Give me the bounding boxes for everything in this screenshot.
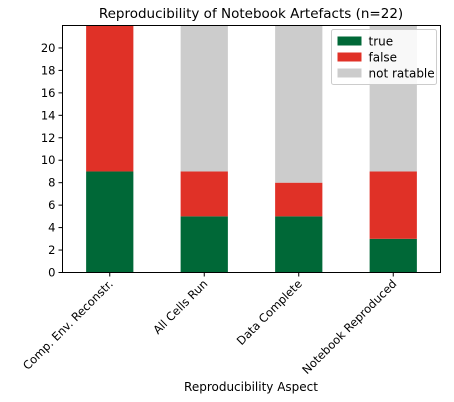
- y-tick-label: 10: [41, 153, 56, 167]
- bar-not-ratable-3: [275, 25, 323, 183]
- legend: true false not ratable: [331, 29, 437, 85]
- y-tick-label: 4: [48, 221, 55, 235]
- bar-true-3: [275, 216, 323, 273]
- legend-label: true: [369, 35, 394, 49]
- x-axis: Comp. Env. Reconstr. All Cells Run Data Co…: [20, 272, 399, 377]
- plot-frame: [62, 25, 441, 273]
- y-tick-label: 8: [48, 176, 55, 190]
- x-tick-label: Data Complete: [234, 277, 305, 348]
- bar-true-4: [369, 238, 417, 273]
- legend-swatch-true: [337, 36, 362, 46]
- y-tick-label: 14: [41, 108, 56, 122]
- y-tick-label: 20: [41, 41, 56, 55]
- bar-false-3: [275, 182, 323, 217]
- y-axis: 0 2 4 6 8 10 12 14 16 18 20: [41, 41, 63, 280]
- bar-true-1: [86, 171, 134, 273]
- x-tick-label: Comp. Env. Reconstr.: [20, 277, 116, 373]
- chart-title: Reproducibility of Notebook Artefacts (n…: [99, 6, 403, 22]
- y-tick-label: 0: [48, 266, 55, 280]
- y-tick-label: 2: [48, 243, 55, 257]
- legend-swatch-not-ratable: [337, 68, 362, 78]
- y-tick-label: 18: [41, 63, 56, 77]
- bar-true-2: [180, 216, 228, 273]
- x-tick-label: All Cells Run: [150, 277, 210, 337]
- y-tick-label: 6: [48, 198, 55, 212]
- x-tick-label: Notebook Reproduced: [299, 277, 399, 377]
- legend-label: not ratable: [369, 67, 435, 81]
- bar-false-4: [369, 171, 417, 239]
- bar-false-2: [180, 171, 228, 217]
- x-axis-title: Reproducibility Aspect: [184, 380, 318, 394]
- bar-not-ratable-2: [180, 25, 228, 172]
- y-tick-label: 16: [41, 86, 56, 100]
- legend-swatch-false: [337, 52, 362, 62]
- y-tick-label: 12: [41, 131, 56, 145]
- bar-false-1: [86, 25, 134, 172]
- legend-label: false: [369, 51, 398, 65]
